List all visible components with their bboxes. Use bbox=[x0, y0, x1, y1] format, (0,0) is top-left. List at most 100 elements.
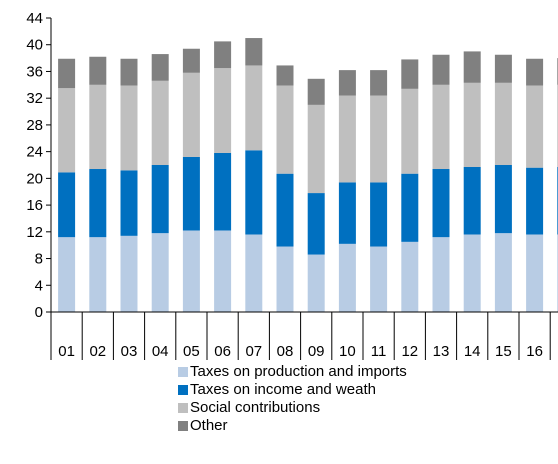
bar-segment bbox=[463, 167, 481, 235]
bar-segment bbox=[338, 95, 356, 183]
legend-item-other: Other bbox=[178, 417, 407, 435]
y-tick-label: 32 bbox=[26, 90, 43, 107]
bar-segment bbox=[120, 235, 138, 312]
bar-segment bbox=[58, 88, 76, 173]
bar-segment bbox=[494, 233, 512, 312]
bar-segment bbox=[214, 41, 232, 69]
bar-segment bbox=[120, 85, 138, 171]
bar-segment bbox=[120, 170, 138, 236]
bar-segment bbox=[182, 48, 200, 73]
x-tick-label: 13 bbox=[433, 343, 450, 360]
bar-segment bbox=[58, 172, 76, 238]
bar-segment bbox=[526, 85, 544, 168]
legend-item-social-contributions: Social contributions bbox=[178, 399, 407, 417]
legend-label-social-contributions: Social contributions bbox=[190, 399, 321, 416]
bar-segment bbox=[276, 246, 294, 312]
x-tick-label: 11 bbox=[371, 343, 387, 360]
x-tick-label: 16 bbox=[526, 343, 543, 360]
x-tick-label: 05 bbox=[183, 343, 200, 360]
x-tick-label: 08 bbox=[277, 343, 294, 360]
bar-segment bbox=[463, 82, 481, 168]
legend-label-taxes-production: Taxes on production and imports bbox=[190, 363, 407, 380]
bar-segment bbox=[307, 104, 325, 194]
bar-segment bbox=[58, 237, 76, 312]
legend: Taxes on production and imports Taxes on… bbox=[178, 363, 407, 435]
bar-segment bbox=[89, 169, 107, 238]
legend-label-other: Other bbox=[190, 417, 228, 434]
bar-segment bbox=[182, 156, 200, 231]
x-tick-label: 14 bbox=[464, 343, 481, 360]
y-tick-label: 12 bbox=[26, 224, 43, 241]
bar-segment bbox=[526, 234, 544, 312]
bar-segment bbox=[307, 254, 325, 312]
x-tick-label: 06 bbox=[214, 343, 231, 360]
bar-segment bbox=[432, 237, 450, 312]
bar-segment bbox=[245, 38, 263, 66]
bar-segment bbox=[89, 56, 107, 85]
x-tick-label: 10 bbox=[339, 343, 356, 360]
y-tick-label: 36 bbox=[26, 63, 43, 80]
y-tick-label: 20 bbox=[26, 170, 43, 187]
bar-segment bbox=[432, 169, 450, 238]
bar-segment bbox=[120, 58, 138, 86]
x-tick-label: 09 bbox=[308, 343, 325, 360]
bar-segment bbox=[370, 95, 388, 183]
bar-segment bbox=[401, 173, 419, 242]
x-tick-label: 03 bbox=[121, 343, 138, 360]
bar-segment bbox=[89, 84, 107, 170]
y-tick-label: 40 bbox=[26, 37, 43, 54]
legend-swatch-other bbox=[178, 421, 188, 431]
legend-swatch-taxes-production bbox=[178, 367, 188, 377]
bar-segment bbox=[307, 78, 325, 105]
bar-segment bbox=[401, 59, 419, 89]
bar-segment bbox=[370, 182, 388, 247]
x-tick-label: 01 bbox=[58, 343, 75, 360]
legend-label-taxes-income: Taxes on income and weath bbox=[190, 381, 376, 398]
x-tick-label: 12 bbox=[401, 343, 418, 360]
bar-segment bbox=[494, 165, 512, 234]
y-tick-label: 28 bbox=[26, 117, 43, 134]
bar-segment bbox=[151, 80, 169, 165]
legend-item-taxes-production: Taxes on production and imports bbox=[178, 363, 407, 381]
bar-segment bbox=[432, 54, 450, 85]
bar-segment bbox=[89, 237, 107, 312]
legend-swatch-social-contributions bbox=[178, 403, 188, 413]
x-tick-label: 02 bbox=[89, 343, 106, 360]
bar-segment bbox=[276, 173, 294, 247]
bar-segment bbox=[245, 150, 263, 235]
bar-segment bbox=[463, 51, 481, 83]
bar-segment bbox=[526, 167, 544, 235]
bar-segment bbox=[463, 234, 481, 312]
bar-segment bbox=[276, 65, 294, 86]
bar-segment bbox=[370, 70, 388, 96]
x-tick-label: 15 bbox=[495, 343, 512, 360]
bar-segment bbox=[214, 152, 232, 231]
bar-segment bbox=[182, 230, 200, 312]
bar-segment bbox=[276, 85, 294, 174]
y-tick-label: 44 bbox=[26, 10, 43, 27]
bar-segment bbox=[245, 65, 263, 151]
bar-segment bbox=[245, 234, 263, 312]
y-tick-label: 8 bbox=[35, 251, 43, 268]
y-tick-label: 4 bbox=[35, 277, 43, 294]
bar-segment bbox=[401, 241, 419, 312]
y-tick-label: 24 bbox=[26, 144, 43, 161]
bar-segment bbox=[58, 58, 76, 89]
y-tick-label: 16 bbox=[26, 197, 43, 214]
y-tick-label: 0 bbox=[35, 304, 43, 321]
bar-segment bbox=[214, 68, 232, 153]
bar-segment bbox=[494, 82, 512, 165]
bar-segment bbox=[338, 182, 356, 244]
bar-segment bbox=[214, 230, 232, 312]
x-tick-label: 04 bbox=[152, 343, 169, 360]
bar-segment bbox=[182, 72, 200, 157]
bar-segment bbox=[307, 193, 325, 255]
bar-segment bbox=[338, 243, 356, 312]
legend-item-taxes-income: Taxes on income and weath bbox=[178, 381, 407, 399]
bar-segment bbox=[338, 70, 356, 96]
legend-swatch-taxes-income bbox=[178, 385, 188, 395]
bar-segment bbox=[401, 88, 419, 174]
bar-segment bbox=[151, 233, 169, 312]
bar-segment bbox=[432, 84, 450, 170]
